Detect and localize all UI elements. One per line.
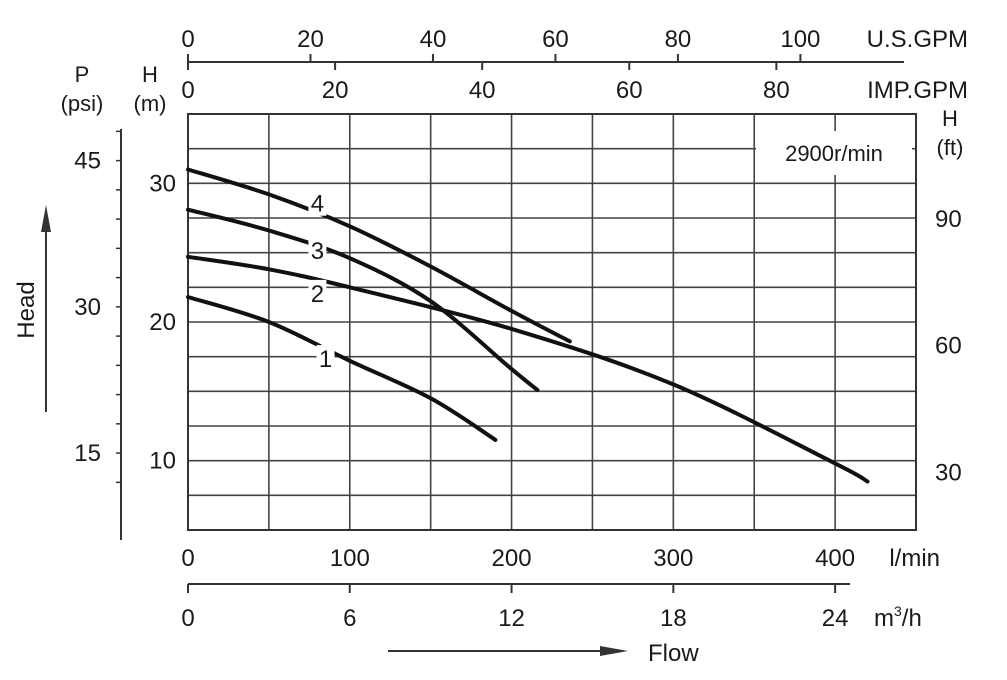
- impgpm-unit-label: IMP.GPM: [867, 77, 968, 104]
- flow-axis-indicator: Flow: [388, 640, 699, 667]
- curve-label-3: 3: [311, 238, 324, 265]
- ft-unit-line2: (ft): [937, 135, 964, 160]
- y-tick-label-psi: 30: [74, 294, 101, 321]
- curve-3: [186, 207, 540, 392]
- curve-label-bg: [308, 279, 327, 306]
- x-tick-label-impgpm: 80: [763, 77, 790, 104]
- x-tick-label-impgpm: 0: [181, 77, 194, 104]
- lmin-unit-label: l/min: [889, 545, 940, 572]
- y-tick-label-ft: 90: [935, 206, 962, 233]
- psi-unit-line2: (psi): [61, 91, 104, 116]
- x-tick-label-m3h: 0: [181, 605, 194, 632]
- y-tick-label-ft: 30: [935, 460, 962, 487]
- y-tick-label-m: 20: [149, 309, 176, 336]
- y-tick-label-m: 10: [149, 448, 176, 475]
- x-tick-label-usgpm: 60: [542, 26, 569, 53]
- y-tick-label-ft: 60: [935, 333, 962, 360]
- x-tick-label-usgpm: 80: [665, 26, 692, 53]
- x-tick-label-lmin: 100: [330, 545, 370, 572]
- y-tick-label-psi: 15: [74, 440, 101, 467]
- ft-unit-line1: H: [942, 106, 958, 131]
- curve-4: [186, 167, 572, 344]
- x-tick-label-lmin: 400: [815, 545, 855, 572]
- m3h-unit-label: m3/h: [874, 603, 922, 632]
- m-unit-line2: (m): [134, 91, 167, 116]
- x-tick-label-impgpm: 40: [469, 77, 496, 104]
- curve-layer: 1 2 3 4: [186, 167, 870, 484]
- flow-label: Flow: [648, 640, 699, 667]
- psi-unit-line1: P: [75, 62, 90, 87]
- flow-arrow-icon: [600, 646, 628, 656]
- curve-2: [186, 254, 870, 484]
- y-tick-label-psi: 45: [74, 148, 101, 175]
- speed-annotation: 2900r/min: [756, 131, 912, 175]
- curve-1: [186, 295, 498, 442]
- curve-label-bg: [308, 236, 327, 263]
- curve-label-1: 1: [319, 346, 332, 373]
- curve-label-4: 4: [311, 191, 324, 218]
- speed-label: 2900r/min: [785, 141, 883, 166]
- x-tick-label-usgpm: 100: [780, 26, 820, 53]
- x-tick-label-usgpm: 0: [181, 26, 194, 53]
- curve-label-2: 2: [311, 281, 324, 308]
- x-tick-label-lmin: 300: [653, 545, 693, 572]
- y-tick-label-m: 30: [149, 170, 176, 197]
- head-axis-indicator: Head: [13, 205, 51, 412]
- x-tick-label-lmin: 0: [181, 545, 194, 572]
- x-tick-label-usgpm: 20: [297, 26, 324, 53]
- x-tick-label-lmin: 200: [492, 545, 532, 572]
- x-tick-label-m3h: 24: [822, 605, 849, 632]
- x-tick-label-m3h: 18: [660, 605, 687, 632]
- usgpm-unit-label: U.S.GPM: [867, 26, 968, 53]
- m-unit-line1: H: [142, 62, 158, 87]
- curve-label-bg: [316, 345, 335, 372]
- chart-frame: [187, 113, 917, 531]
- x-tick-label-impgpm: 60: [616, 77, 643, 104]
- head-label: Head: [13, 281, 40, 338]
- x-tick-label-m3h: 12: [498, 605, 525, 632]
- x-tick-label-m3h: 6: [343, 605, 356, 632]
- x-tick-label-impgpm: 20: [322, 77, 349, 104]
- curve-label-bg: [308, 189, 327, 216]
- plot-border: [187, 113, 917, 531]
- x-tick-label-usgpm: 40: [420, 26, 447, 53]
- head-arrow-icon: [41, 205, 51, 232]
